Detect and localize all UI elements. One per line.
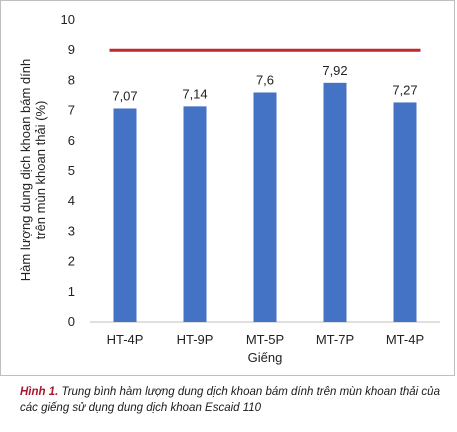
caption-label: Hình 1. (20, 386, 59, 398)
figure-caption: Hình 1. Trung bình hàm lượng dung dịch k… (20, 384, 450, 416)
x-tick-label: HT-4P (107, 332, 144, 347)
x-tick-label: MT-5P (246, 332, 284, 347)
y-axis-title-line-2: trên mùn khoan thải (%) (33, 101, 48, 240)
y-tick-label: 2 (68, 254, 75, 269)
bar (323, 82, 347, 322)
y-axis-title: Hàm lượng dung dịch khoan bám dính trên … (18, 59, 48, 281)
bar-value-label: 7,07 (112, 88, 137, 103)
bar (393, 102, 417, 322)
x-tick-label: MT-4P (386, 332, 424, 347)
bar-chart: Giếng Hàm lượng dung dịch khoan bám dính… (18, 12, 440, 365)
y-tick-label: 3 (68, 223, 75, 238)
y-axis-title-line-1: Hàm lượng dung dịch khoan bám dính (18, 59, 33, 281)
y-tick-label: 8 (68, 72, 75, 87)
bar-value-label: 7,14 (182, 86, 207, 101)
x-tick-label: MT-7P (316, 332, 354, 347)
caption-text: Trung bình hàm lượng dung dịch khoan bám… (20, 386, 440, 414)
y-tick-label: 10 (61, 12, 75, 27)
bar (253, 92, 277, 322)
y-tick-label: 5 (68, 163, 75, 178)
y-tick-label: 4 (68, 193, 75, 208)
x-axis-title: Giếng (248, 350, 283, 365)
plot-area: 0 1 2 3 4 5 6 7 8 9 10 7,07 HT-4P 7,14 HT-9P 7,6 MT-5P 7,… (61, 12, 425, 347)
bar (113, 108, 137, 323)
y-tick-label: 7 (68, 103, 75, 118)
chart-frame (0, 0, 455, 376)
bar-value-label: 7,27 (392, 82, 417, 97)
bar (183, 106, 207, 322)
x-tick-label: HT-9P (177, 332, 214, 347)
y-tick-label: 0 (68, 314, 75, 329)
y-tick-label: 9 (68, 42, 75, 57)
bar-value-label: 7,92 (322, 63, 347, 78)
y-tick-label: 1 (68, 284, 75, 299)
bar-value-label: 7,6 (256, 72, 274, 87)
y-tick-label: 6 (68, 133, 75, 148)
